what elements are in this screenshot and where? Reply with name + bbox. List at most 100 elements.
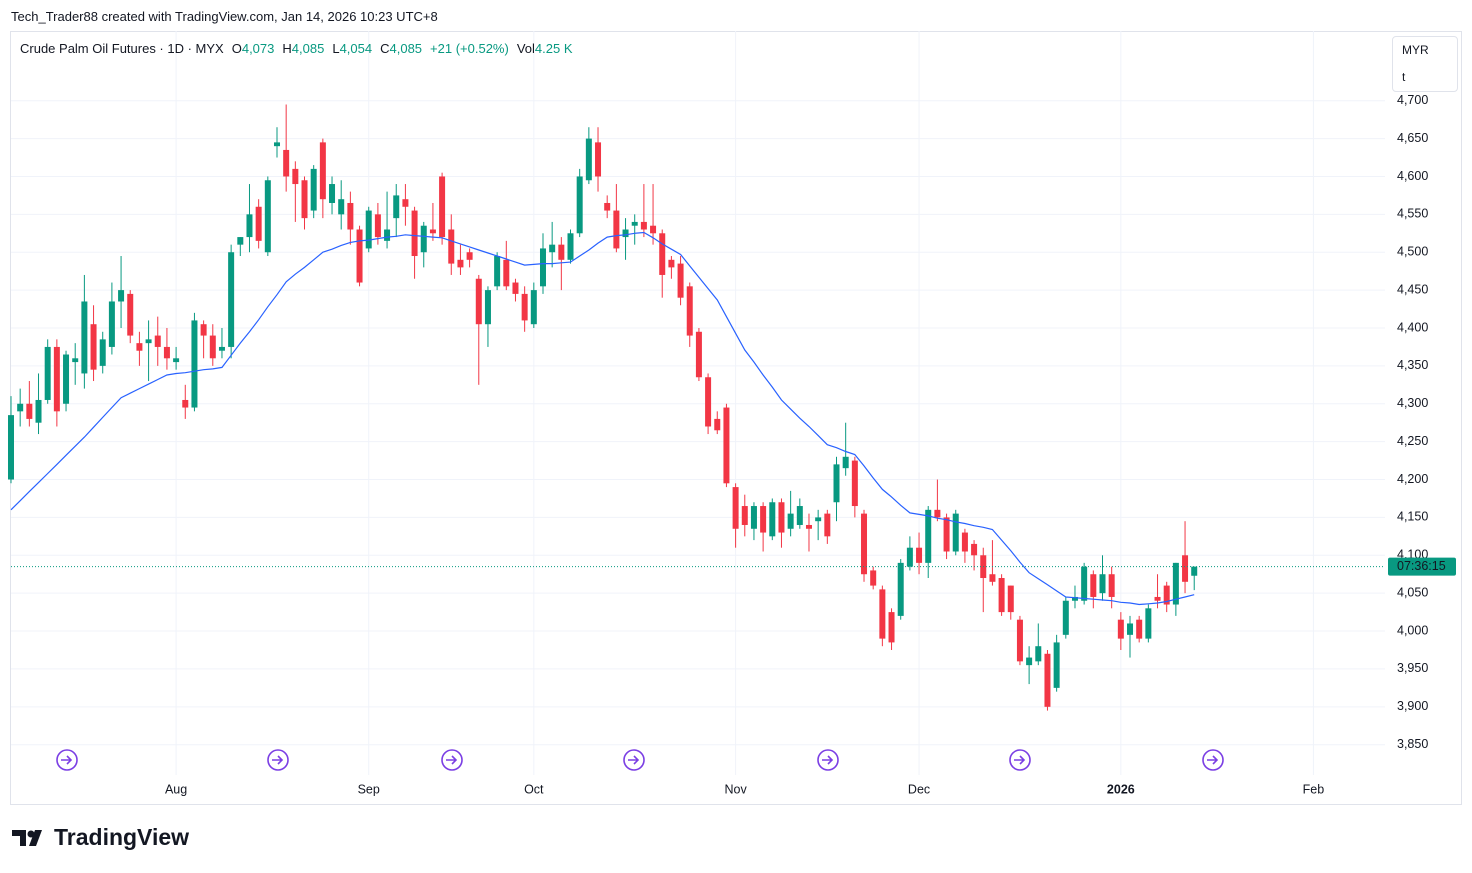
event-icon[interactable]: [1202, 749, 1224, 771]
candle-body: [475, 278, 482, 325]
candle-body: [1145, 608, 1152, 639]
logo: TradingView: [12, 824, 189, 851]
candle-body: [631, 221, 638, 226]
candle-body: [90, 324, 97, 370]
candle-body: [815, 517, 822, 522]
candle-body: [952, 513, 959, 552]
candle-body: [1127, 623, 1134, 635]
y-tick-label: 4,650: [1397, 131, 1428, 145]
candle-body: [393, 195, 400, 219]
logo-icon: [12, 829, 42, 846]
candle-body: [1035, 646, 1042, 662]
x-tick-label: Sep: [358, 782, 380, 796]
candle-body: [1007, 585, 1014, 613]
candle-body: [283, 149, 290, 177]
change: +21 (+0.52%): [430, 41, 509, 56]
candle-body: [209, 335, 216, 359]
candle-body: [879, 589, 886, 639]
candle-body: [99, 339, 106, 366]
candle-body: [1099, 574, 1106, 594]
candle-body: [365, 210, 372, 249]
candle-body: [429, 229, 436, 234]
candle-body: [484, 290, 491, 325]
y-tick-label: 4,500: [1397, 245, 1428, 259]
y-tick-label: 4,250: [1397, 434, 1428, 448]
candle-body: [494, 256, 501, 287]
candle-body: [1071, 596, 1078, 601]
candle-body: [805, 524, 812, 529]
y-tick-label: 4,000: [1397, 623, 1428, 637]
y-tick-label: 4,050: [1397, 585, 1428, 599]
candle-body: [998, 578, 1005, 613]
vol-label: Vol: [516, 41, 535, 56]
candle-body: [292, 168, 299, 185]
candle-body: [1172, 562, 1179, 605]
h-value: 4,085: [291, 41, 325, 56]
y-tick-label: 4,150: [1397, 510, 1428, 524]
candle-body: [63, 354, 70, 404]
candle-body: [53, 346, 60, 412]
x-tick-label: Feb: [1303, 782, 1325, 796]
legend: Crude Palm Oil Futures · 1D · MYX O4,073 H…: [20, 41, 581, 56]
candle-body: [384, 229, 391, 241]
candle-body: [374, 214, 381, 238]
candle-body: [668, 259, 675, 268]
y-tick-label: 3,850: [1397, 737, 1428, 751]
candle-body: [420, 225, 427, 253]
candle-body: [503, 259, 510, 287]
event-icon[interactable]: [267, 749, 289, 771]
candle-body: [255, 206, 262, 241]
plot: [8, 104, 1385, 711]
candle-body: [1081, 566, 1088, 601]
moving-average: [10, 231, 1195, 606]
candle-body: [897, 562, 904, 616]
candle-body: [824, 513, 831, 537]
candle-body: [301, 180, 308, 219]
candle-body: [26, 403, 33, 419]
event-icon[interactable]: [1009, 749, 1031, 771]
x-tick-label: Aug: [165, 782, 187, 796]
countdown: 07:36:15: [1397, 559, 1446, 573]
candle-body: [512, 282, 519, 294]
candle-body: [402, 199, 409, 207]
y-tick-label: 4,350: [1397, 358, 1428, 372]
candle-body: [989, 574, 996, 582]
candle-body: [1163, 585, 1170, 605]
candle-body: [549, 244, 556, 253]
x-tick-label: Dec: [908, 782, 930, 796]
candle-body: [622, 229, 629, 238]
candle-body: [723, 407, 730, 484]
candle-body: [218, 346, 225, 351]
candle-body: [191, 320, 198, 408]
candle-body: [714, 418, 721, 431]
h-label: H: [282, 41, 292, 56]
candle-body: [17, 403, 24, 412]
symbol: Crude Palm Oil Futures · 1D · MYX: [20, 41, 224, 56]
candle-body: [760, 506, 767, 533]
candle-body: [943, 517, 950, 552]
candle-body: [741, 506, 748, 525]
candle-body: [530, 290, 537, 325]
l-label: L: [332, 41, 340, 56]
candle-body: [411, 210, 418, 257]
y-tick-label: 4,600: [1397, 169, 1428, 183]
candle-body: [347, 202, 354, 230]
candle-body: [906, 547, 913, 567]
candle-body: [448, 229, 455, 264]
x-tick-label: 2026: [1107, 782, 1135, 796]
candle-body: [154, 335, 161, 347]
event-icon[interactable]: [56, 749, 78, 771]
candle-body: [145, 339, 152, 344]
candle-body: [558, 244, 565, 260]
currency-code: MYR: [1402, 43, 1429, 57]
y-tick-label: 4,300: [1397, 396, 1428, 410]
event-icon[interactable]: [817, 749, 839, 771]
candle-body: [457, 259, 464, 268]
axes: 3,8503,9003,9504,0004,0504,1004,1504,200…: [165, 93, 1456, 796]
event-icon[interactable]: [441, 749, 463, 771]
credit: Tech_Trader88 created with TradingView.c…: [11, 9, 438, 24]
currency-box[interactable]: MYR t: [1392, 36, 1458, 92]
candle-body: [650, 225, 657, 234]
event-icon[interactable]: [623, 749, 645, 771]
